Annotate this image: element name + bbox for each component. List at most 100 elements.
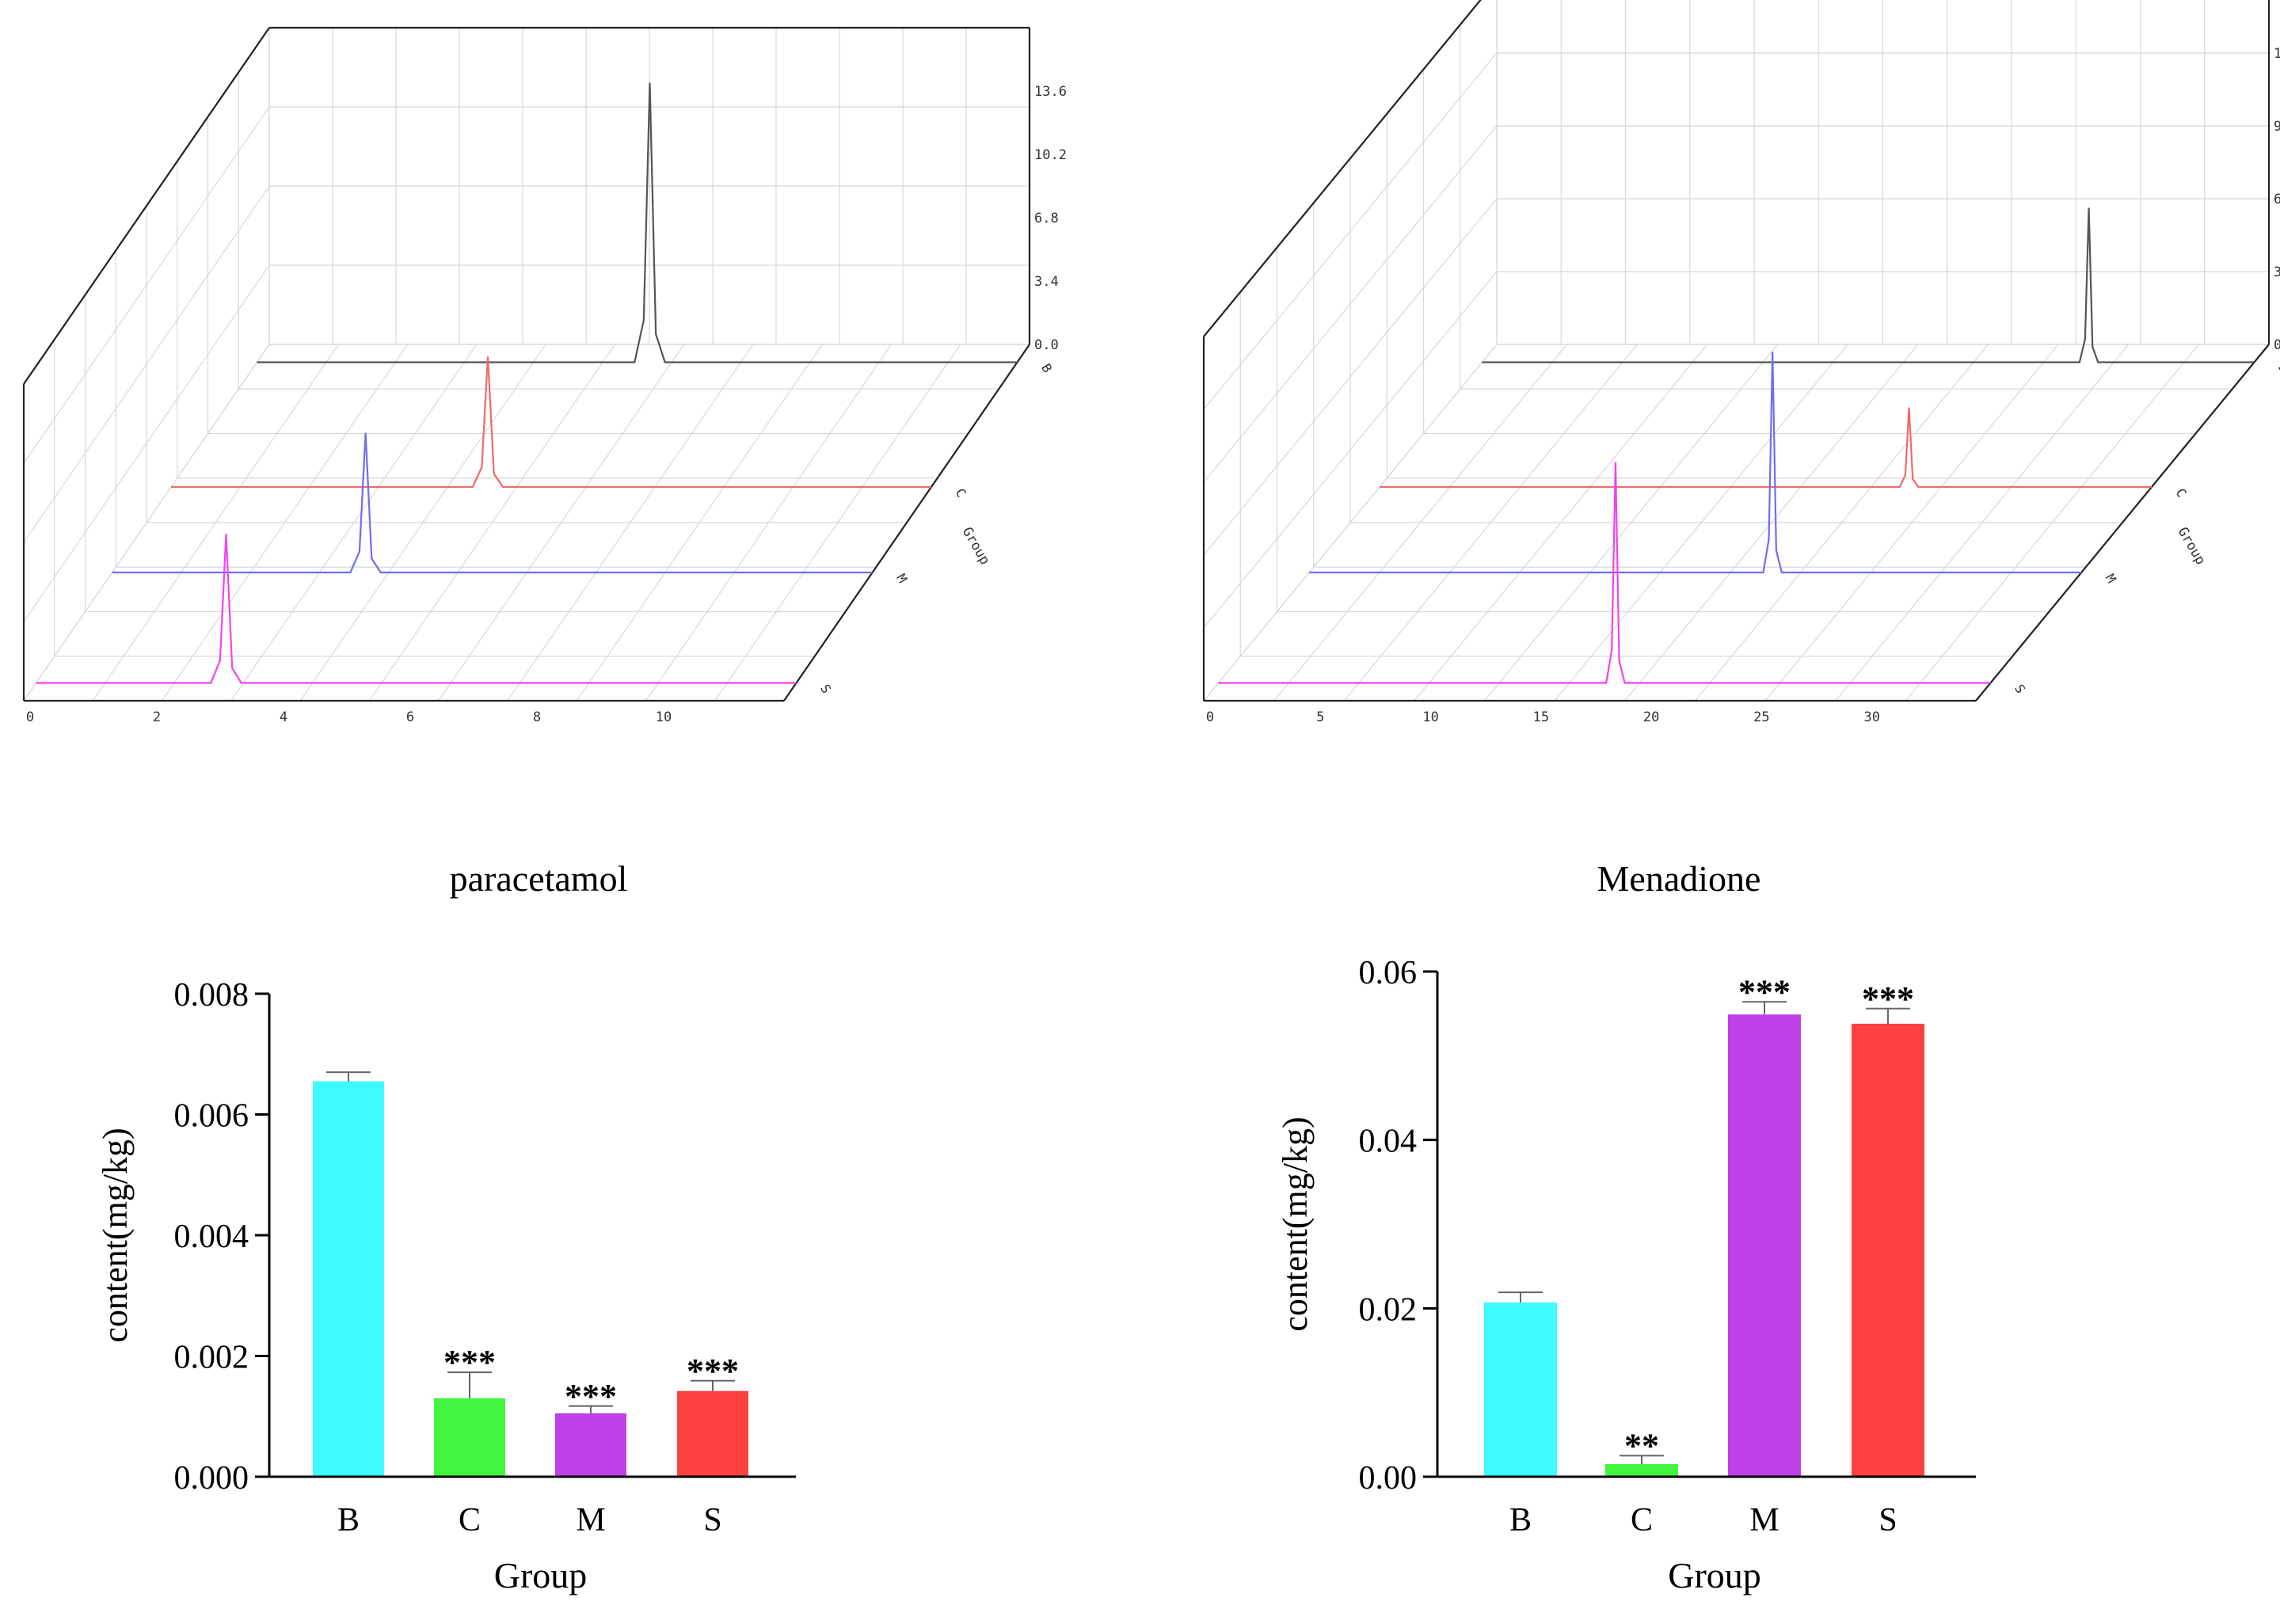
y-axis-label: content(mg/kg) (96, 1128, 135, 1342)
trace-S (1218, 462, 1991, 684)
y-tick-label: 0.004 (174, 1219, 249, 1255)
x-tick-label: 6 (406, 709, 414, 725)
x-tick-label: 10 (656, 709, 672, 725)
depth-tick-label: C (2173, 486, 2190, 500)
bar-B (1484, 1302, 1557, 1477)
depth-axis-label: Group (2175, 525, 2209, 568)
y-tick-label: 0.02 (1359, 1291, 1418, 1328)
z-tick-label: 6.8 (1034, 211, 1059, 226)
floor-gridline (576, 344, 823, 702)
trace-B (1482, 207, 2255, 363)
bar-chart-menadione: Menadione 0.00 0.02 0.04 0.06 content(mg/kg) B… (1276, 858, 1976, 1595)
floor-gridline (714, 344, 961, 702)
floor-gridline (1835, 344, 2130, 702)
floor-gridline (1764, 344, 2059, 702)
x-tick-label: C (1631, 1502, 1653, 1538)
z-tick-label: 6.6 (2274, 192, 2280, 207)
depth-tick-label: B (2275, 361, 2280, 375)
y-tick-label: 0.04 (1359, 1124, 1418, 1160)
trace-C (171, 356, 931, 489)
bar-S (677, 1390, 748, 1477)
x-tick-label: 0 (1206, 709, 1214, 725)
trace-C (1380, 407, 2152, 489)
significance-marker: *** (1862, 979, 1914, 1018)
bar-M (1728, 1014, 1801, 1477)
x-axis-label: Group (494, 1555, 588, 1595)
y-tick-label: 0.006 (174, 1098, 249, 1135)
floor-gridline (1414, 344, 1708, 702)
trace-M (112, 432, 873, 574)
x-tick-label: 0 (26, 709, 34, 725)
x-tick-label: B (1509, 1502, 1532, 1538)
bar-S (1852, 1023, 1924, 1477)
significance-marker: *** (687, 1352, 739, 1390)
x-tick-label: 2 (153, 709, 161, 725)
floor-gridline (1554, 344, 1848, 702)
z-tick-label: 10.2 (1034, 147, 1067, 163)
floor-gridline (1694, 344, 1989, 702)
trace-S (36, 534, 797, 684)
y-tick-label: 0.002 (174, 1340, 249, 1376)
bar-M (555, 1413, 626, 1477)
bar-C (434, 1398, 505, 1477)
y-axis-label: content(mg/kg) (1276, 1116, 1315, 1331)
bar-B (313, 1081, 384, 1477)
frame-edge (1975, 344, 2270, 702)
x-tick-label: M (576, 1502, 605, 1538)
floor-gridline (438, 344, 685, 702)
x-tick-label: 4 (280, 709, 287, 725)
z-tick-label: 0.0 (1034, 337, 1059, 353)
y-tick-label: 0.000 (174, 1460, 249, 1497)
significance-marker: *** (565, 1377, 617, 1416)
floor-gridline (368, 344, 615, 702)
floor-gridline (230, 344, 478, 702)
x-tick-label: M (1749, 1502, 1779, 1538)
significance-marker: *** (1738, 972, 1791, 1011)
significance-marker: *** (443, 1343, 496, 1382)
x-tick-label: 10 (1422, 709, 1438, 725)
z-tick-label: 13.2 (2274, 46, 2280, 62)
floor-gridline (162, 344, 409, 702)
frame-edge (23, 27, 270, 385)
z-tick-label: 3.3 (2274, 264, 2280, 280)
floor-gridline (1343, 344, 1638, 702)
x-tick-label: S (1878, 1502, 1897, 1538)
floor-gridline (92, 344, 339, 702)
x-tick-label: 5 (1316, 709, 1324, 725)
floor-gridline (1905, 344, 2199, 702)
bar-C (1605, 1464, 1678, 1477)
depth-tick-label: S (817, 682, 834, 696)
trace-M (1309, 352, 2082, 574)
floor-gridline (1273, 344, 1568, 702)
depth-tick-label: S (2012, 682, 2028, 696)
x-tick-label: 25 (1753, 709, 1769, 725)
floor-gridline (645, 344, 892, 702)
x-tick-label: 30 (1863, 709, 1879, 725)
chromatogram-3d-paracetamol: 0 2 4 6 8 10 0.0 3.4 6.8 10.2 13.6 B C M S Group (22, 26, 1067, 725)
depth-axis-label: Group (959, 525, 993, 568)
floor-gridline (299, 344, 546, 702)
floor-gridline (1624, 344, 1919, 702)
depth-tick-label: M (893, 572, 910, 586)
y-tick-label: 0.008 (174, 977, 249, 1014)
frame-edge (1203, 0, 1482, 337)
x-tick-label: C (459, 1502, 481, 1538)
z-tick-label: 13.6 (1034, 84, 1067, 100)
chart-title: paracetamol (450, 858, 628, 899)
depth-tick-label: B (1038, 361, 1055, 375)
x-tick-label: S (703, 1502, 721, 1538)
bar-chart-paracetamol: paracetamol 0.000 0.002 0.004 0.006 0.008 cont… (96, 858, 796, 1595)
x-tick-label: B (337, 1502, 360, 1538)
z-tick-label: 9.9 (2274, 119, 2280, 135)
floor-gridline (507, 344, 754, 702)
y-tick-label: 0.00 (1359, 1460, 1418, 1497)
x-tick-label: 20 (1643, 709, 1659, 725)
z-tick-label: 3.4 (1034, 274, 1059, 290)
x-tick-label: 15 (1533, 709, 1549, 725)
significance-marker: ** (1624, 1426, 1659, 1465)
x-axis-label: Group (1668, 1555, 1761, 1595)
chart-title: Menadione (1597, 858, 1761, 899)
trace-B (257, 82, 1018, 363)
depth-tick-label: M (2103, 572, 2119, 586)
